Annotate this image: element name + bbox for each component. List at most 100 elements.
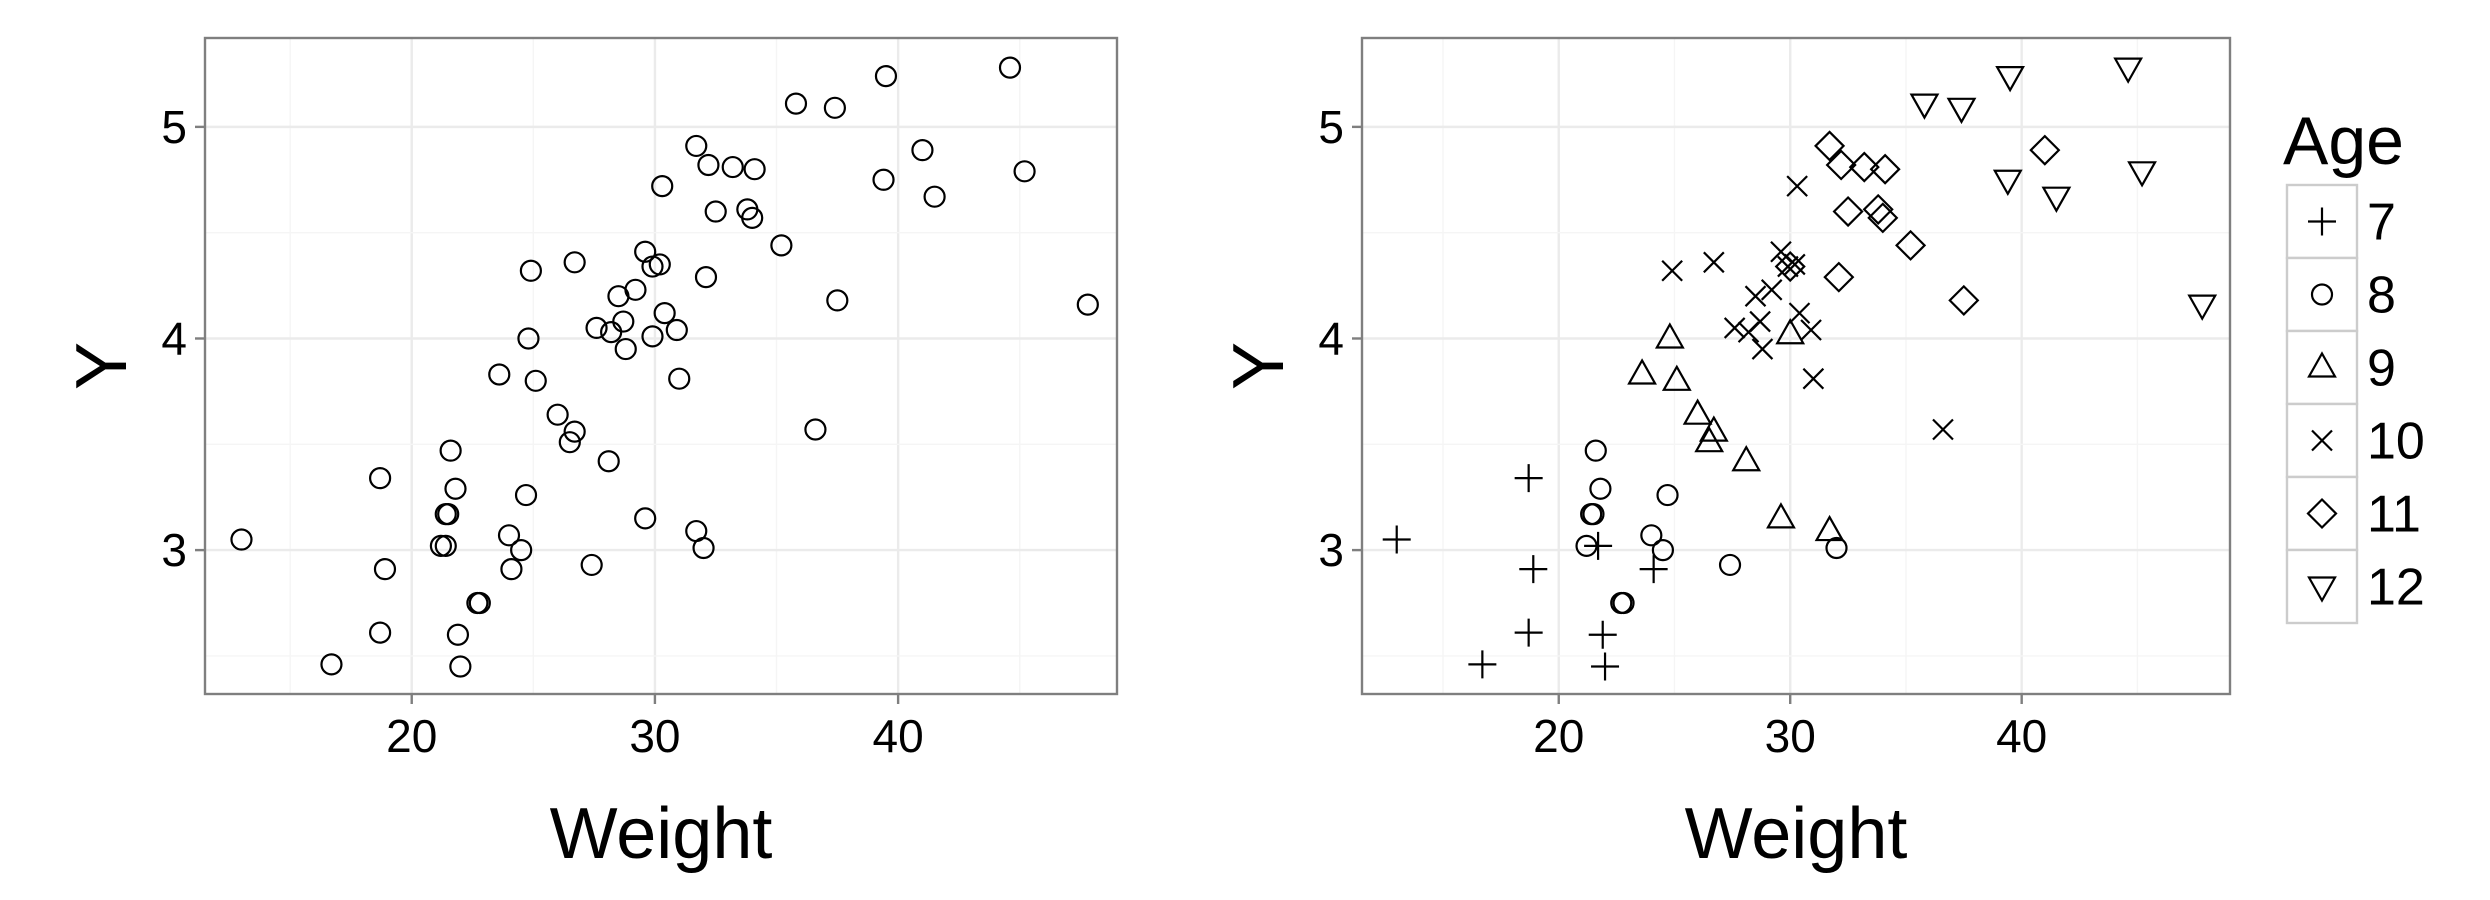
data-point-circle xyxy=(653,301,676,325)
data-point-triangle-up xyxy=(1698,415,1729,442)
x-tick-label: 40 xyxy=(1996,710,2047,762)
data-point-circle xyxy=(741,206,764,229)
x-axis-title: Weight xyxy=(1685,794,1908,874)
data-point-triangle-down xyxy=(2187,294,2218,321)
data-point-x xyxy=(1932,418,1954,441)
data-point-plus xyxy=(1468,650,1497,679)
data-point-circle xyxy=(1651,539,1675,562)
data-point-plus xyxy=(1584,531,1613,560)
data-point-circle xyxy=(634,240,657,263)
y-axis-title: Y xyxy=(1219,342,1299,390)
data-point-circle xyxy=(497,524,521,547)
data-point-circle xyxy=(230,528,253,551)
data-point-circle xyxy=(444,477,467,500)
data-point-triangle-up xyxy=(1654,322,1685,349)
data-point-circle xyxy=(874,64,898,88)
data-point-circle xyxy=(665,318,688,342)
data-point-triangle-down xyxy=(1909,93,1940,120)
data-point-circle xyxy=(597,450,620,473)
data-point-circle xyxy=(434,534,457,557)
data-point-x xyxy=(1723,317,1746,339)
data-point-circle xyxy=(585,316,608,340)
data-point-triangle-down xyxy=(2113,57,2144,84)
data-point-triangle-down xyxy=(1992,169,2023,197)
x-tick-label: 20 xyxy=(1533,710,1584,762)
data-point-circle xyxy=(770,234,793,257)
x-axis-title: Weight xyxy=(550,794,773,874)
data-point-circle xyxy=(369,621,392,644)
data-point-x xyxy=(1760,279,1783,301)
data-point-circle xyxy=(641,325,664,348)
data-point-circle xyxy=(1718,553,1742,577)
data-point-triangle-up xyxy=(1766,502,1796,529)
legend-key-plus xyxy=(2308,207,2336,236)
data-points xyxy=(1382,57,2218,681)
data-point-x xyxy=(1749,310,1771,333)
data-point-circle xyxy=(519,259,542,282)
data-point-diamond xyxy=(2029,134,2061,166)
data-point-circle xyxy=(1013,160,1036,183)
data-point-circle xyxy=(563,251,586,274)
data-point-triangle-up xyxy=(1731,444,1762,472)
data-point-plus xyxy=(1514,464,1543,493)
data-point-circle xyxy=(614,337,637,361)
data-point-plus xyxy=(1639,555,1668,584)
data-point-circle xyxy=(1589,477,1612,500)
data-point-circle xyxy=(704,200,727,223)
legend-label: 11 xyxy=(2367,486,2421,544)
data-point-x xyxy=(1786,175,1808,197)
data-point-x xyxy=(1788,302,1811,324)
legend-label: 12 xyxy=(2367,559,2425,617)
gridlines xyxy=(1362,38,2230,694)
data-point-circle xyxy=(826,289,849,312)
data-point-circle xyxy=(320,653,343,676)
data-point-triangle-down xyxy=(2041,186,2072,213)
data-point-circle xyxy=(823,96,846,119)
data-point-circle xyxy=(685,134,708,158)
data-point-x xyxy=(1744,285,1767,307)
data-point-diamond xyxy=(1862,193,1894,225)
legend-key-box xyxy=(2285,329,2359,406)
data-point-plus xyxy=(1588,620,1617,649)
legend-key-x xyxy=(2311,429,2333,452)
data-point-circle xyxy=(546,403,569,426)
data-point-circle xyxy=(524,369,547,392)
legend-title: Age xyxy=(2283,103,2404,179)
data-point-circle xyxy=(580,553,603,577)
legend-key-triangle-up xyxy=(2307,351,2337,378)
legend-label: 10 xyxy=(2367,413,2425,471)
data-point-plus xyxy=(1514,618,1543,647)
data-point-circle xyxy=(634,507,657,530)
data-point-circle xyxy=(651,175,674,198)
x-tick-label: 30 xyxy=(629,710,680,762)
data-point-circle xyxy=(446,623,470,646)
data-point-x xyxy=(1661,259,1683,282)
data-point-circle xyxy=(1575,534,1598,557)
data-point-plus xyxy=(1591,652,1620,681)
data-point-triangle-down xyxy=(1946,97,1977,125)
gridlines xyxy=(205,38,1117,694)
data-point-triangle-down xyxy=(1995,65,2025,93)
data-point-x xyxy=(1703,251,1725,274)
data-point-circle xyxy=(624,278,647,301)
data-point-circle xyxy=(1825,536,1848,560)
data-point-circle xyxy=(558,431,581,454)
data-point-x xyxy=(1777,255,1799,278)
data-point-plus xyxy=(1519,555,1548,584)
legend-key-box xyxy=(2285,475,2359,552)
right-scatter-panel: 20 30 40 3 4 5 Weight Y xyxy=(1219,36,2232,874)
legend-key-triangle-down xyxy=(2307,576,2337,603)
left-scatter-panel: 20 30 40 3 4 5 Weight Y xyxy=(62,36,1119,874)
data-point-circle xyxy=(369,467,392,490)
legend-label: 8 xyxy=(2367,267,2396,325)
data-point-diamond xyxy=(1848,151,1880,183)
data-point-circle xyxy=(612,310,635,333)
data-point-circle xyxy=(743,158,766,181)
data-point-x xyxy=(1784,253,1806,276)
data-point-circle xyxy=(1640,524,1663,547)
data-point-triangle-up xyxy=(1661,364,1692,391)
legend-label: 7 xyxy=(2367,194,2396,252)
data-point-circle xyxy=(439,439,462,462)
data-point-triangle-up xyxy=(1775,318,1806,345)
